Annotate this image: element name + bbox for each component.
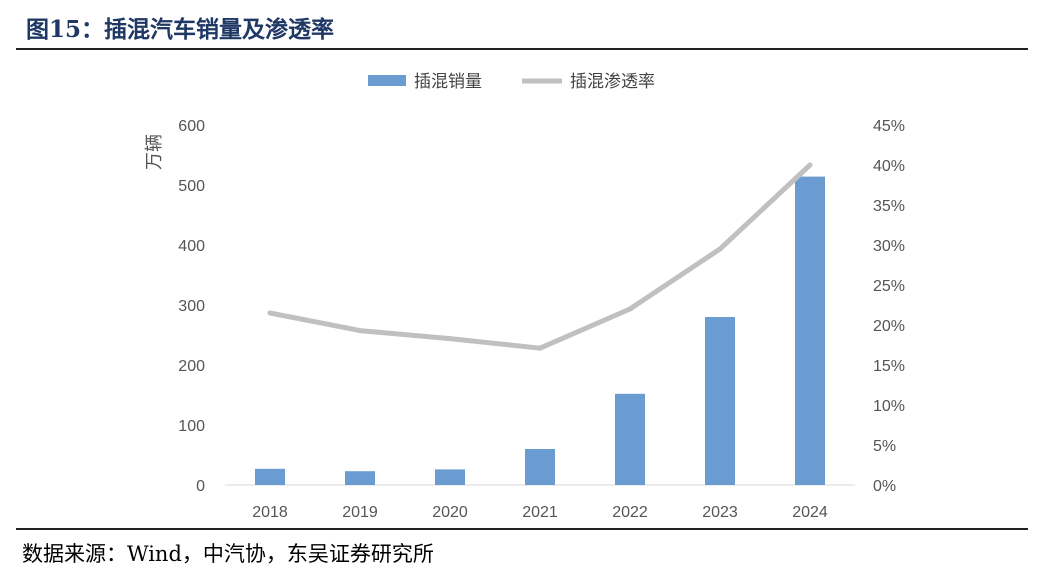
penetration-point	[807, 162, 813, 168]
source-note: 数据来源：Wind，中汽协，东吴证券研究所	[22, 542, 434, 566]
y-axis-label: 万辆	[144, 134, 165, 170]
y-right-tick-label: 0%	[873, 478, 896, 495]
bar-sales	[795, 176, 825, 485]
penetration-point	[357, 328, 363, 334]
y-left-tick-label: 500	[178, 178, 205, 195]
y-right-tick-label: 5%	[873, 438, 896, 455]
y-right-tick-label: 35%	[873, 198, 905, 215]
top-rule	[16, 48, 1028, 50]
bar-sales	[525, 449, 555, 485]
legend-bar-label: 插混销量	[414, 72, 482, 92]
penetration-point	[447, 336, 453, 342]
legend-line-label: 插混渗透率	[570, 72, 655, 92]
bar-sales	[345, 471, 375, 485]
bar-sales	[615, 393, 645, 485]
y-right-tick-label: 20%	[873, 318, 905, 335]
y-right-tick-label: 15%	[873, 358, 905, 375]
y-right-tick-label: 30%	[873, 238, 905, 255]
figure-title: 图15：插混汽车销量及渗透率	[26, 16, 335, 43]
bar-sales	[255, 468, 285, 485]
y-left-tick-label: 400	[178, 238, 205, 255]
penetration-point	[627, 306, 633, 312]
y-left-tick-label: 600	[178, 118, 205, 135]
x-tick-label: 2021	[522, 504, 558, 521]
penetration-point	[537, 345, 543, 351]
y-left-tick-label: 100	[178, 418, 205, 435]
penetration-point	[267, 310, 273, 316]
bar-sales	[435, 469, 465, 485]
x-tick-label: 2024	[792, 504, 828, 521]
y-right-tick-label: 25%	[873, 278, 905, 295]
x-tick-label: 2019	[342, 504, 378, 521]
y-right-tick-label: 40%	[873, 158, 905, 175]
y-left-tick-label: 0	[196, 478, 205, 495]
legend-bar-swatch	[368, 75, 406, 86]
y-right-tick-label: 10%	[873, 398, 905, 415]
y-right-tick-label: 45%	[873, 118, 905, 135]
x-tick-label: 2018	[252, 504, 288, 521]
bottom-rule	[16, 528, 1028, 530]
legend: 插混销量 插混渗透率	[368, 72, 655, 92]
x-tick-label: 2020	[432, 504, 468, 521]
bar-sales	[705, 317, 735, 485]
y-left-tick-label: 300	[178, 298, 205, 315]
y-left-tick-label: 200	[178, 358, 205, 375]
penetration-point	[717, 246, 723, 252]
x-tick-label: 2022	[612, 504, 648, 521]
x-tick-label: 2023	[702, 504, 738, 521]
